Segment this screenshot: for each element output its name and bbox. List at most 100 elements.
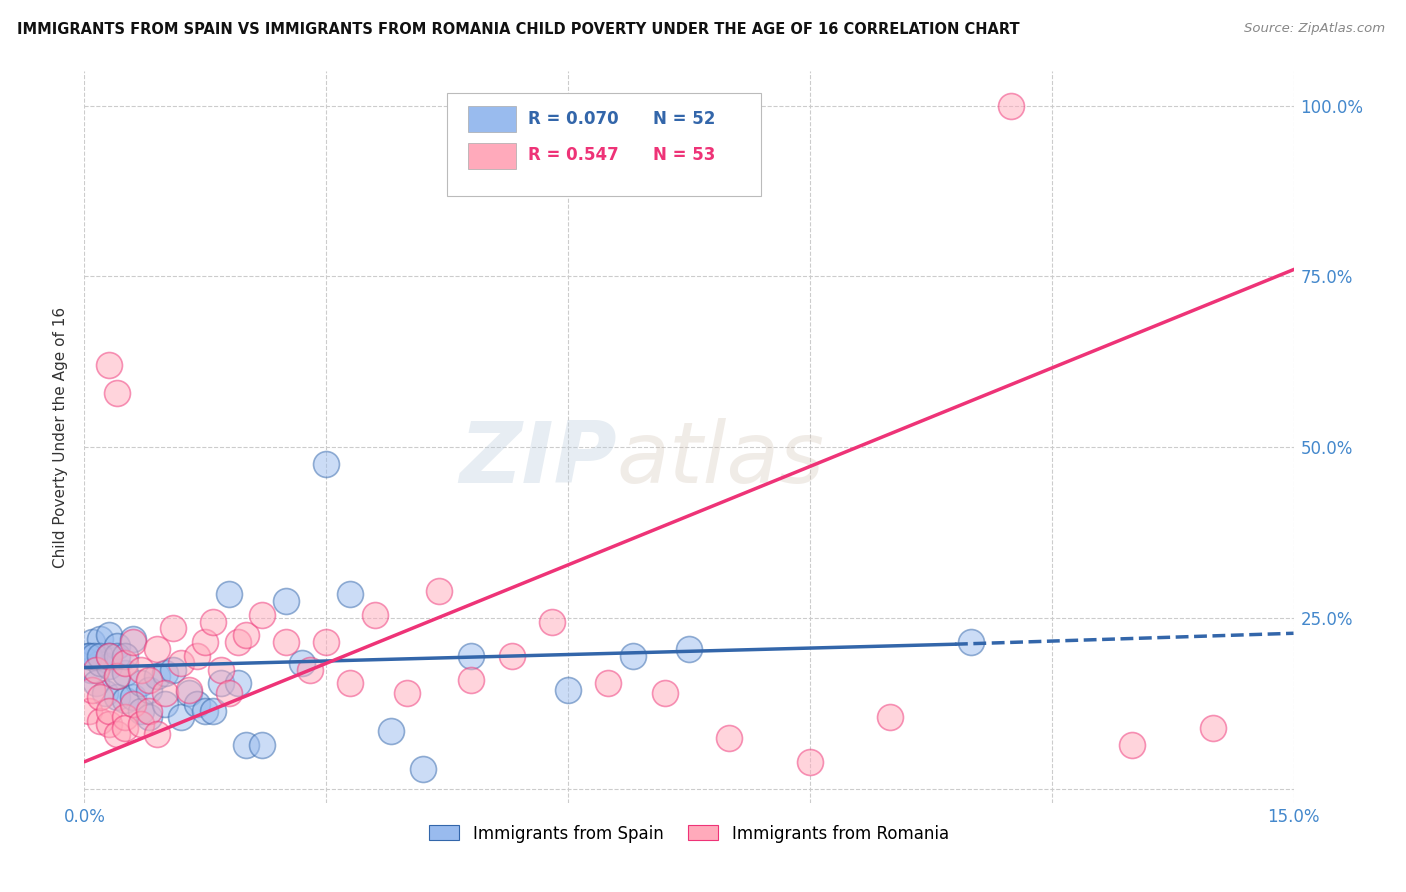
Legend: Immigrants from Spain, Immigrants from Romania: Immigrants from Spain, Immigrants from R…: [422, 818, 956, 849]
Point: [162, 622, 184, 636]
Point: [105, 727, 128, 741]
Point: [412, 762, 434, 776]
Point: [186, 648, 208, 663]
Point: [879, 710, 901, 724]
Point: [77, 648, 100, 663]
Point: [89, 632, 111, 646]
Point: [250, 738, 273, 752]
Point: [83, 648, 105, 663]
Point: [218, 686, 240, 700]
Point: [105, 639, 128, 653]
Point: [121, 632, 143, 646]
Point: [114, 665, 136, 680]
Y-axis label: Child Poverty Under the Age of 16: Child Poverty Under the Age of 16: [53, 307, 69, 567]
Point: [105, 385, 128, 400]
Point: [82, 635, 104, 649]
Point: [162, 663, 184, 677]
Point: [170, 656, 193, 670]
Point: [1000, 98, 1022, 112]
Point: [395, 686, 418, 700]
Point: [121, 690, 143, 704]
Point: [218, 587, 240, 601]
Point: [654, 686, 676, 700]
Point: [235, 628, 257, 642]
Point: [105, 690, 128, 704]
Point: [1121, 738, 1143, 752]
Text: Source: ZipAtlas.com: Source: ZipAtlas.com: [1244, 22, 1385, 36]
Point: [105, 669, 128, 683]
Point: [153, 686, 176, 700]
Point: [89, 714, 111, 728]
Point: [1202, 721, 1225, 735]
Point: [80, 663, 103, 677]
Point: [315, 458, 337, 472]
Point: [82, 648, 104, 663]
Point: [339, 676, 361, 690]
Point: [799, 755, 821, 769]
Point: [82, 683, 104, 698]
FancyBboxPatch shape: [468, 143, 516, 169]
Point: [501, 648, 523, 663]
Point: [97, 648, 120, 663]
Point: [138, 683, 160, 698]
Point: [146, 727, 169, 741]
Point: [89, 656, 111, 670]
Point: [226, 676, 249, 690]
Point: [557, 683, 579, 698]
Point: [97, 359, 120, 373]
Point: [153, 697, 176, 711]
Point: [89, 648, 111, 663]
Point: [76, 648, 98, 663]
Point: [960, 635, 983, 649]
FancyBboxPatch shape: [468, 106, 516, 132]
Point: [194, 635, 217, 649]
Point: [235, 738, 257, 752]
Point: [226, 635, 249, 649]
Point: [339, 587, 361, 601]
Point: [138, 673, 160, 687]
Point: [97, 704, 120, 718]
Point: [194, 704, 217, 718]
Point: [105, 669, 128, 683]
Text: atlas: atlas: [616, 417, 824, 500]
Point: [678, 642, 700, 657]
Point: [186, 697, 208, 711]
Point: [138, 704, 160, 718]
Point: [138, 710, 160, 724]
Point: [93, 686, 115, 700]
Point: [274, 635, 297, 649]
Point: [121, 697, 143, 711]
Point: [114, 656, 136, 670]
Point: [209, 676, 232, 690]
Text: N = 53: N = 53: [652, 146, 716, 164]
FancyBboxPatch shape: [447, 94, 762, 195]
Point: [129, 676, 152, 690]
Point: [179, 686, 201, 700]
Point: [380, 724, 402, 739]
Point: [97, 659, 120, 673]
Point: [363, 607, 385, 622]
Point: [718, 731, 741, 745]
Point: [114, 721, 136, 735]
Point: [621, 648, 644, 663]
Point: [315, 635, 337, 649]
Point: [146, 642, 169, 657]
Point: [291, 656, 314, 670]
Point: [427, 583, 450, 598]
Point: [97, 628, 120, 642]
Point: [209, 663, 232, 677]
Point: [299, 663, 322, 677]
Point: [129, 704, 152, 718]
Text: IMMIGRANTS FROM SPAIN VS IMMIGRANTS FROM ROMANIA CHILD POVERTY UNDER THE AGE OF : IMMIGRANTS FROM SPAIN VS IMMIGRANTS FROM…: [17, 22, 1019, 37]
Text: ZIP: ZIP: [458, 417, 616, 500]
Point: [114, 693, 136, 707]
Point: [129, 717, 152, 731]
Point: [202, 704, 225, 718]
Point: [541, 615, 564, 629]
Point: [121, 635, 143, 649]
Point: [129, 663, 152, 677]
Text: N = 52: N = 52: [652, 110, 716, 128]
Point: [460, 673, 482, 687]
Point: [97, 717, 120, 731]
Point: [170, 710, 193, 724]
